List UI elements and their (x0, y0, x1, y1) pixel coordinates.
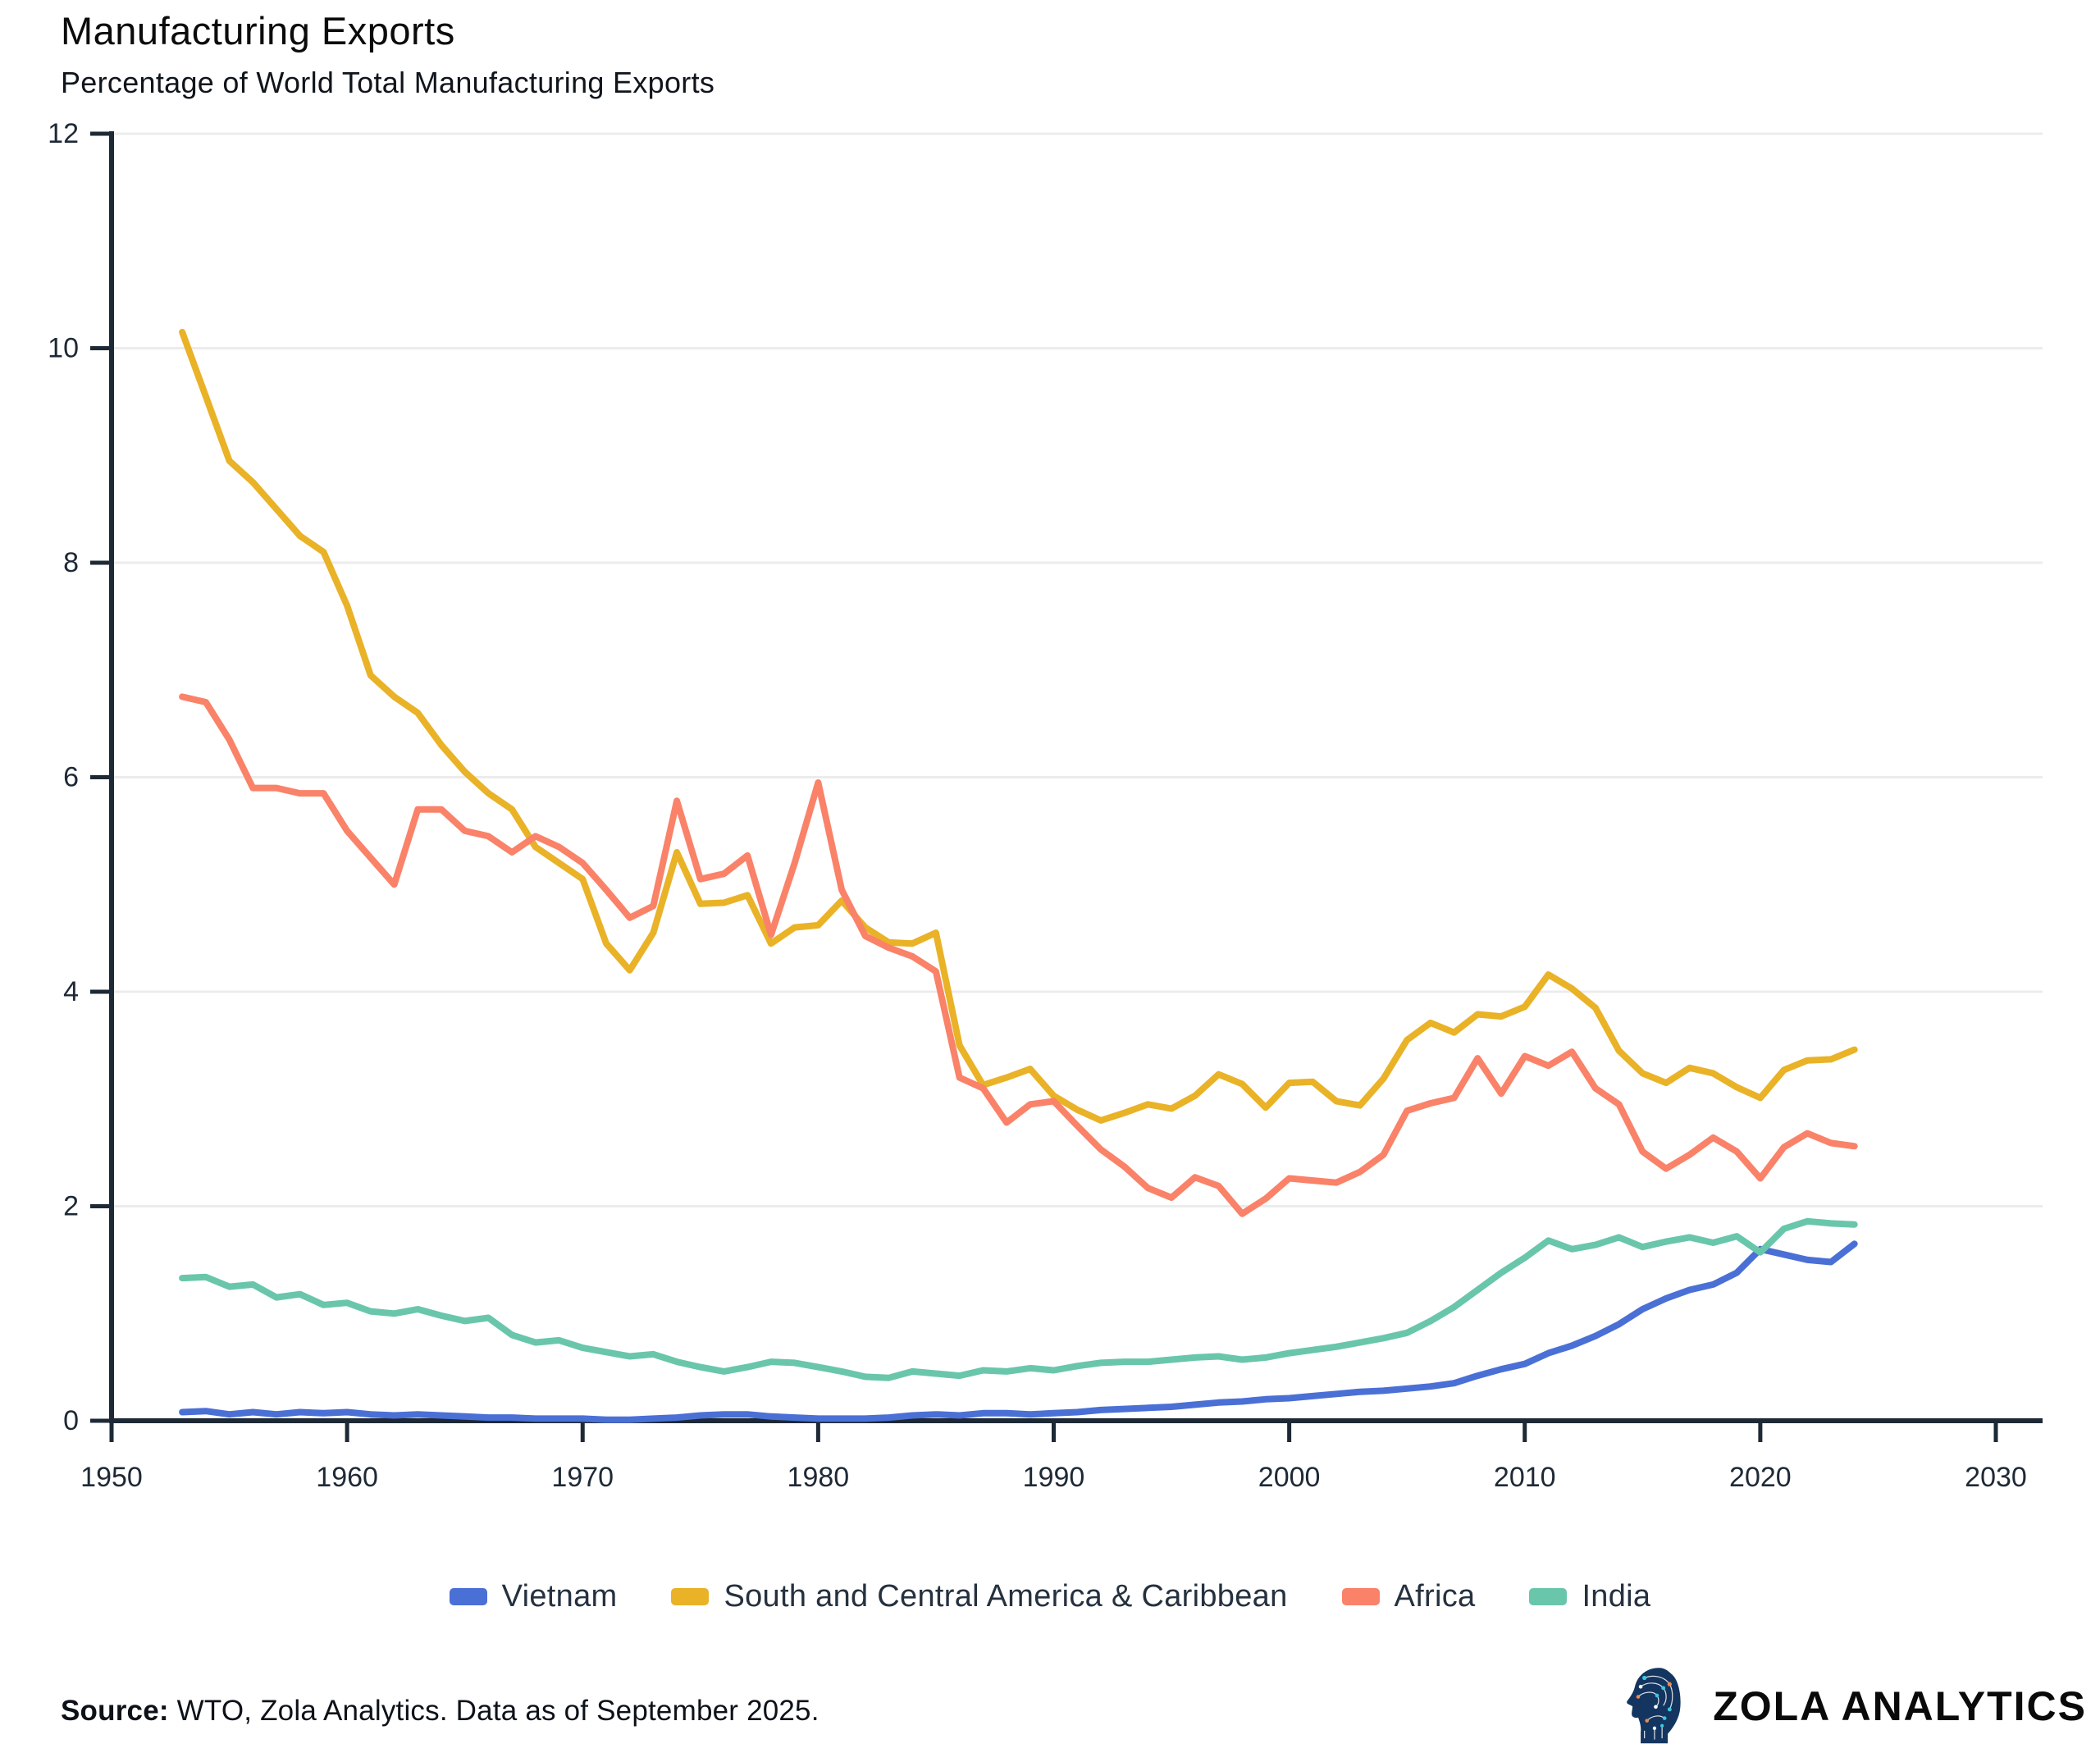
x-tick-label-2020: 2020 (1729, 1462, 1792, 1493)
series-line-africa (179, 693, 1858, 1217)
y-tick-label-0: 0 (63, 1405, 79, 1436)
x-tick-label-1950: 1950 (80, 1462, 143, 1493)
y-tick-label-10: 10 (48, 333, 79, 364)
series-line-vietnam (179, 1240, 1858, 1423)
legend-label-india: India (1582, 1579, 1651, 1614)
zola-head-icon (1627, 1668, 1681, 1744)
y-tick-label-8: 8 (63, 547, 79, 578)
legend-item-south-and-central-america-caribbean: South and Central America & Caribbean (671, 1579, 1287, 1614)
legend-item-africa: Africa (1341, 1579, 1476, 1614)
legend-label-vietnam: Vietnam (501, 1579, 618, 1614)
x-tick-label-2010: 2010 (1494, 1462, 1556, 1493)
x-tick-label-2030: 2030 (1965, 1462, 2027, 1493)
x-tick-label-1970: 1970 (551, 1462, 614, 1493)
series-line-india (179, 1217, 1858, 1381)
series-line-south-and-central-america-caribbean (179, 328, 1858, 1124)
y-tick-label-2: 2 (63, 1191, 79, 1222)
x-tick-label-1960: 1960 (316, 1462, 378, 1493)
source-text: WTO, Zola Analytics. Data as of Septembe… (168, 1695, 819, 1727)
brand-name: ZOLA ANALYTICS (1713, 1683, 2087, 1729)
legend-item-india: India (1529, 1579, 1650, 1614)
legend-swatch-vietnam (449, 1588, 487, 1605)
page-subtitle: Percentage of World Total Manufacturing … (61, 66, 715, 99)
x-tick-label-1980: 1980 (788, 1462, 850, 1493)
legend-item-vietnam: Vietnam (449, 1579, 618, 1614)
page-title: Manufacturing Exports (61, 9, 455, 52)
legend-label-africa: Africa (1394, 1579, 1476, 1614)
y-tick-label-4: 4 (63, 976, 79, 1007)
x-tick-label-1990: 1990 (1023, 1462, 1085, 1493)
y-tick-label-12: 12 (48, 118, 79, 149)
source-note: Source: WTO, Zola Analytics. Data as of … (61, 1695, 819, 1728)
y-tick-label-6: 6 (63, 762, 79, 793)
legend-swatch-south-and-central-america-caribbean (671, 1588, 710, 1605)
brand-logo: ZOLA ANALYTICS (1619, 1664, 2087, 1749)
legend-swatch-africa (1341, 1588, 1380, 1605)
legend-label-south-and-central-america-caribbean: South and Central America & Caribbean (724, 1579, 1288, 1614)
source-label: Source: (61, 1695, 169, 1727)
chart-legend: Vietnam South and Central America & Carib… (0, 1579, 2100, 1614)
x-tick-label-2000: 2000 (1258, 1462, 1321, 1493)
legend-swatch-india (1529, 1588, 1568, 1605)
